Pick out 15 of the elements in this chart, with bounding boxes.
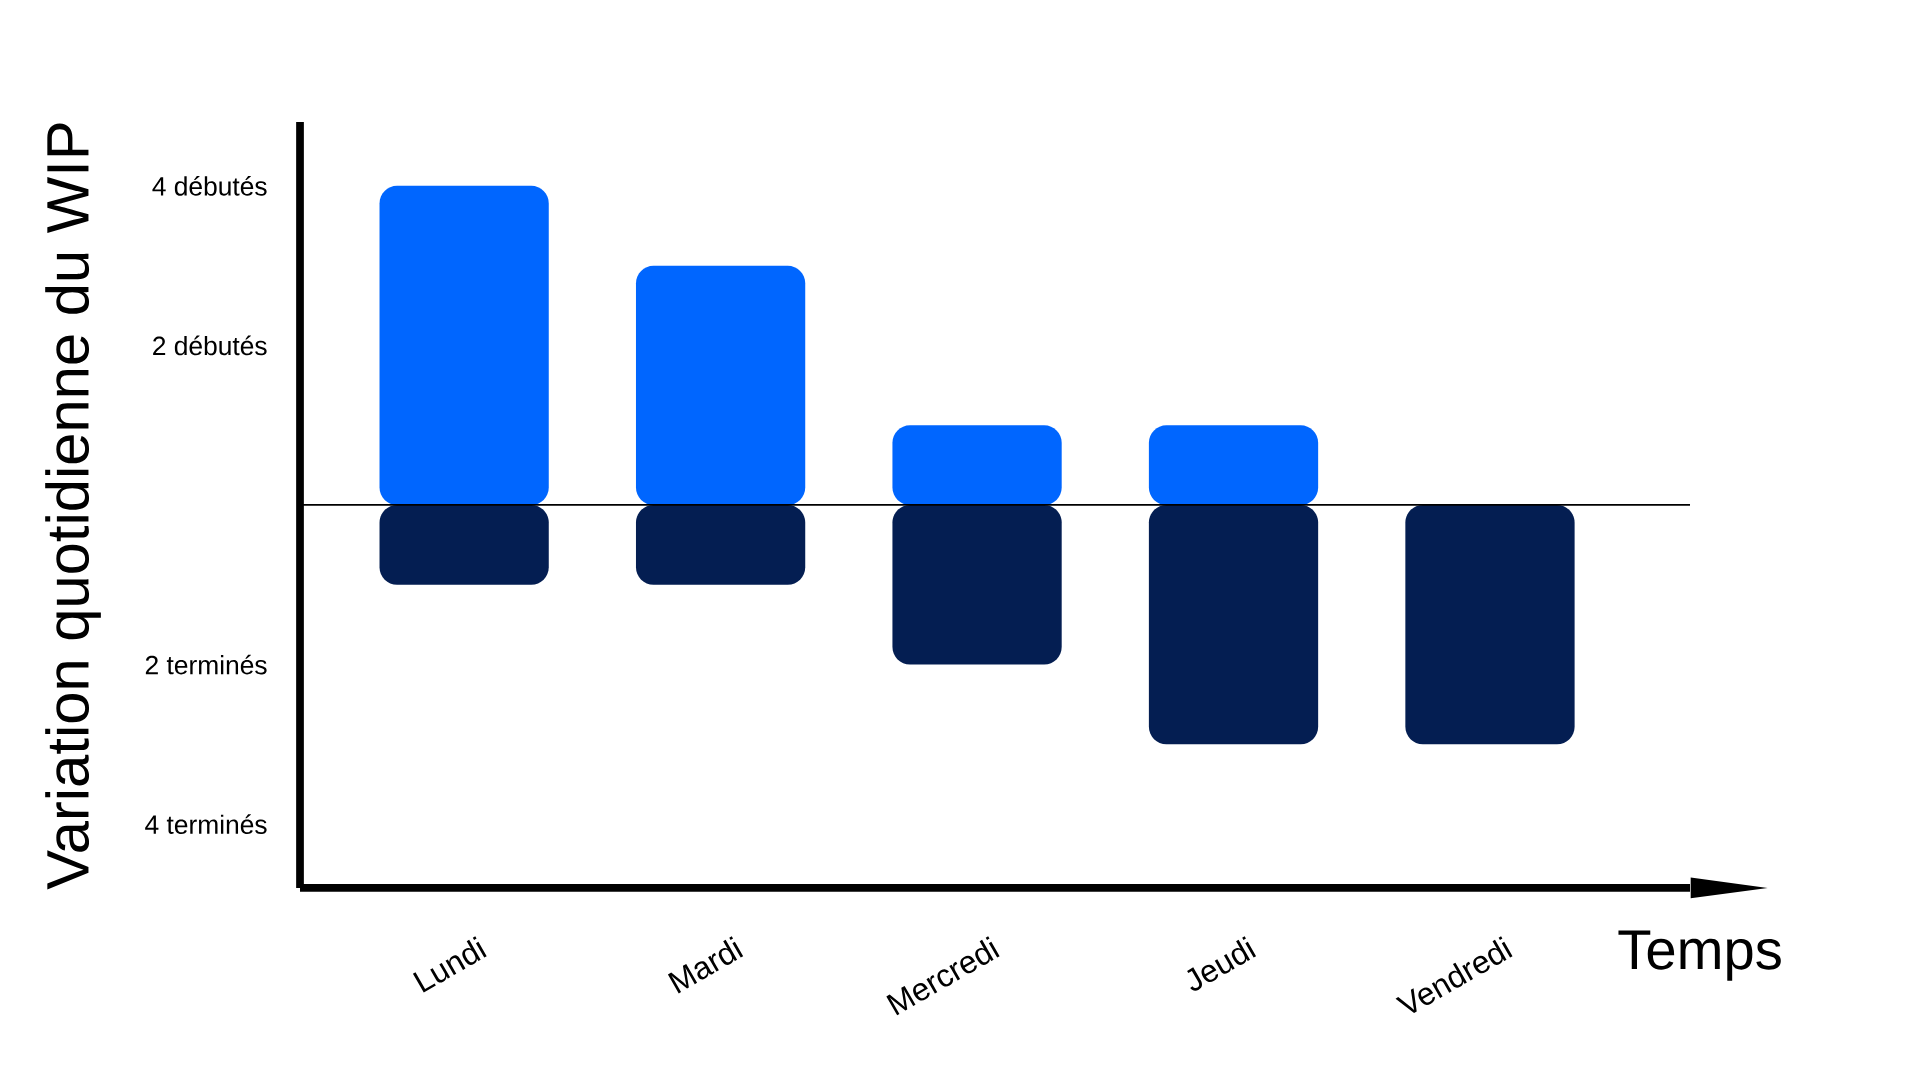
bar — [1148, 425, 1319, 505]
bar — [1148, 504, 1319, 745]
y-tick-label: 2 terminés — [145, 654, 267, 675]
bar — [635, 504, 806, 585]
bar — [892, 425, 1062, 505]
bar — [892, 504, 1062, 665]
y-axis-title: Variation quotidienne du WIP — [45, 123, 101, 890]
bar — [1405, 504, 1575, 745]
y-tick-label: 4 terminés — [145, 814, 267, 834]
y-tick-label: 4 débutés — [152, 176, 267, 196]
bar — [379, 185, 549, 505]
bar — [379, 504, 549, 585]
bar — [635, 265, 806, 505]
x-axis-title: Temps — [1618, 930, 1781, 981]
y-tick-label: 2 débutés — [153, 335, 267, 356]
